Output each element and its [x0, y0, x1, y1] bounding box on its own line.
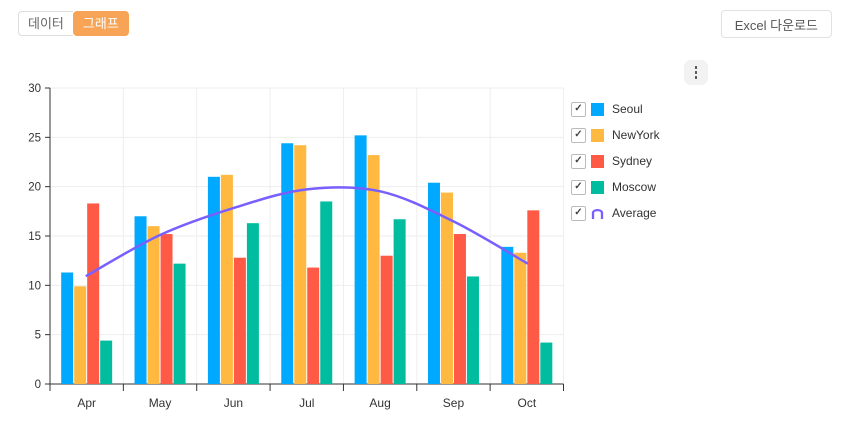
bar-moscow-jul[interactable] — [320, 201, 333, 384]
bar-moscow-aug[interactable] — [393, 219, 406, 384]
bar-sydney-oct[interactable] — [527, 210, 540, 384]
y-axis-label: 15 — [28, 231, 41, 243]
bar-sydney-aug[interactable] — [380, 255, 393, 384]
legend-item-average[interactable]: ✓ Average — [571, 200, 660, 226]
bar-newyork-may[interactable] — [147, 226, 160, 384]
y-axis-label: 25 — [28, 132, 41, 144]
legend-checkbox-seoul[interactable]: ✓ — [571, 101, 586, 117]
bar-moscow-may[interactable] — [173, 263, 186, 384]
legend-swatch-moscow — [591, 180, 604, 194]
chart-menu-button[interactable] — [684, 60, 708, 85]
legend-checkbox-moscow[interactable]: ✓ — [571, 179, 586, 195]
bar-sydney-may[interactable] — [160, 234, 173, 384]
legend-label: Sydney — [612, 154, 653, 168]
tab-graph[interactable]: 그래프 — [72, 11, 129, 36]
bar-moscow-sep[interactable] — [466, 276, 479, 384]
line-average — [85, 185, 529, 277]
chart-legend: ✓ Seoul ✓ NewYork ✓ Sydney ✓ Moscow ✓ Average — [571, 96, 660, 226]
bar-moscow-apr[interactable] — [100, 340, 113, 384]
excel-download-button[interactable]: Excel 다운로드 — [720, 10, 832, 38]
x-axis-label: Sep — [443, 396, 465, 410]
x-axis-label: Apr — [77, 396, 96, 410]
bar-seoul-jul[interactable] — [281, 143, 294, 384]
bar-sydney-jul[interactable] — [307, 267, 320, 384]
y-axis-label: 10 — [28, 280, 41, 292]
bar-newyork-jul[interactable] — [294, 145, 307, 384]
chart-canvas: 0 5 10 15 20 25 30 Apr May Jun Jul Aug Sep Oct — [28, 83, 564, 410]
bar-seoul-jun[interactable] — [207, 176, 220, 384]
x-axis-label: Oct — [517, 396, 536, 410]
view-tab-group: 데이터 그래프 — [18, 11, 129, 36]
legend-checkbox-average[interactable]: ✓ — [571, 205, 586, 221]
x-axis-label: May — [149, 396, 172, 410]
legend-label: Average — [612, 206, 657, 220]
legend-swatch-newyork — [591, 128, 604, 142]
x-axis-label: Aug — [369, 396, 390, 410]
y-axis-label: 20 — [28, 182, 41, 194]
legend-item-seoul[interactable]: ✓ Seoul — [571, 96, 660, 122]
bar-seoul-apr[interactable] — [61, 272, 74, 384]
legend-checkbox-sydney[interactable]: ✓ — [571, 153, 586, 169]
bar-moscow-oct[interactable] — [540, 342, 553, 384]
bar-seoul-aug[interactable] — [354, 135, 367, 384]
y-axis-label: 5 — [35, 330, 41, 342]
bar-sydney-sep[interactable] — [453, 234, 466, 384]
bar-sydney-apr[interactable] — [87, 203, 100, 384]
bar-seoul-may[interactable] — [134, 216, 147, 384]
bar-seoul-sep[interactable] — [427, 182, 440, 384]
legend-line-icon — [591, 208, 604, 219]
bar-seoul-oct[interactable] — [501, 246, 514, 384]
legend-label: NewYork — [612, 128, 660, 142]
bar-newyork-aug[interactable] — [367, 155, 380, 384]
legend-item-moscow[interactable]: ✓ Moscow — [571, 174, 660, 200]
y-axis-label: 0 — [35, 379, 41, 391]
x-axis-label: Jun — [224, 396, 243, 410]
legend-label: Moscow — [612, 180, 657, 194]
bar-newyork-sep[interactable] — [440, 192, 453, 384]
bar-moscow-jun[interactable] — [246, 223, 259, 384]
x-axis-label: Jul — [299, 396, 314, 410]
bar-newyork-oct[interactable] — [514, 252, 527, 384]
legend-checkbox-newyork[interactable]: ✓ — [571, 127, 586, 143]
legend-swatch-seoul — [591, 102, 604, 116]
bar-sydney-jun[interactable] — [233, 257, 246, 384]
legend-swatch-sydney — [591, 154, 604, 168]
legend-item-sydney[interactable]: ✓ Sydney — [571, 148, 660, 174]
y-axis-label: 30 — [28, 83, 41, 95]
bar-newyork-jun[interactable] — [220, 174, 233, 384]
bar-newyork-apr[interactable] — [74, 286, 87, 384]
legend-item-newyork[interactable]: ✓ NewYork — [571, 122, 660, 148]
kebab-menu-icon — [694, 66, 698, 79]
tab-data[interactable]: 데이터 — [18, 11, 73, 36]
legend-label: Seoul — [612, 102, 643, 116]
